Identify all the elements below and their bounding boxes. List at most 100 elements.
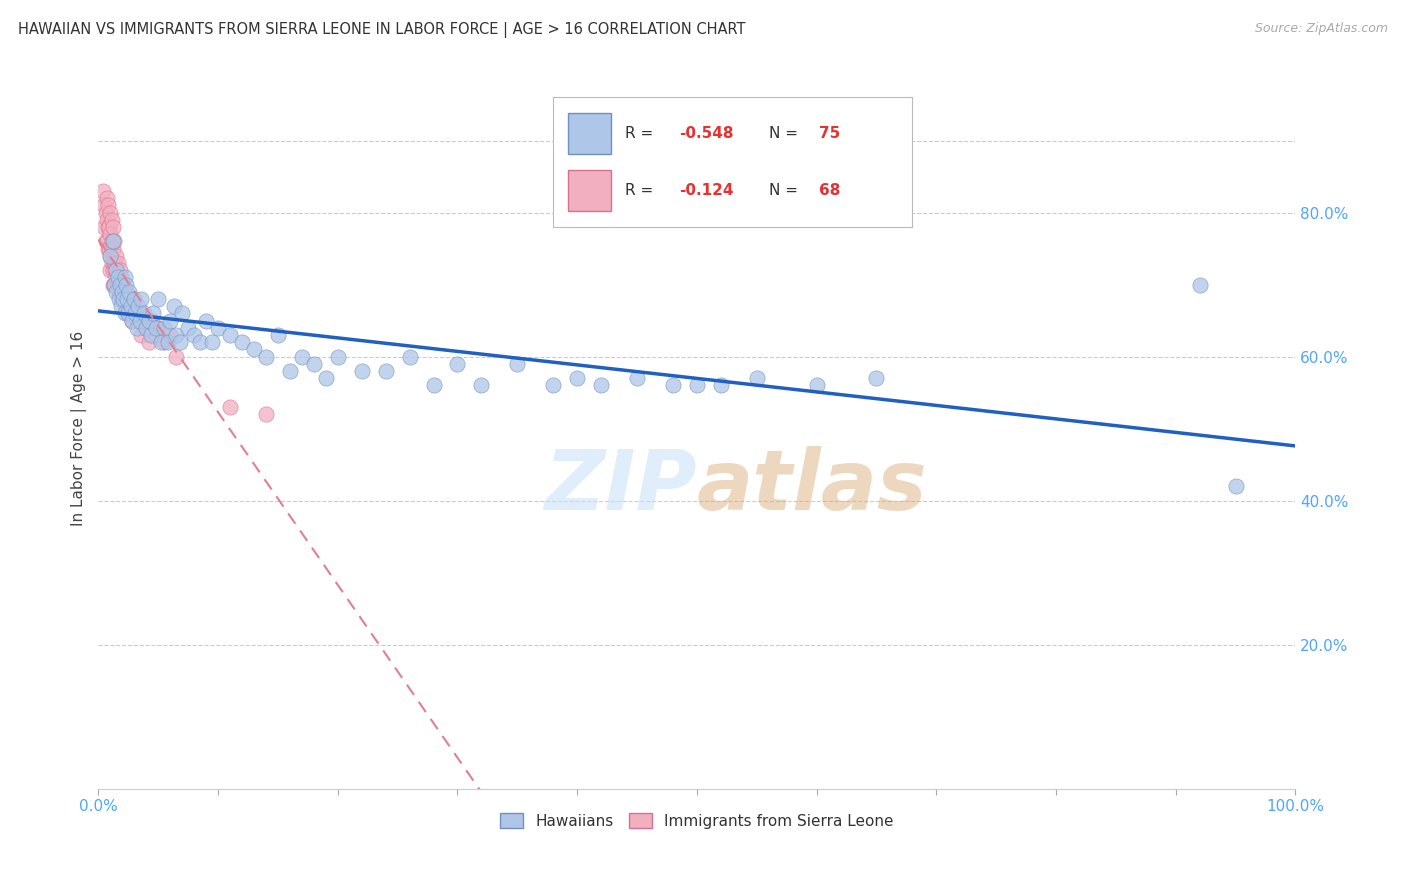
Point <box>98 263 121 277</box>
Text: atlas: atlas <box>697 446 928 526</box>
Point <box>207 320 229 334</box>
Point <box>111 285 134 299</box>
Point <box>662 378 685 392</box>
Point <box>219 327 242 342</box>
Point <box>104 277 127 292</box>
Point <box>101 263 124 277</box>
Point <box>110 270 132 285</box>
Point <box>1188 277 1211 292</box>
Point <box>120 292 142 306</box>
Point <box>138 335 160 350</box>
Point <box>114 299 136 313</box>
Point <box>105 285 128 299</box>
Point <box>131 327 153 342</box>
Point <box>107 256 129 270</box>
Point <box>96 191 118 205</box>
Point <box>159 313 181 327</box>
Point <box>108 277 131 292</box>
Point <box>112 292 135 306</box>
Point <box>165 350 187 364</box>
Point <box>97 198 120 212</box>
Point <box>446 357 468 371</box>
Point <box>591 378 613 392</box>
Point <box>129 313 152 327</box>
Point <box>103 277 125 292</box>
Point <box>135 320 157 334</box>
Point <box>267 327 290 342</box>
Point <box>141 313 163 327</box>
Point <box>100 235 122 249</box>
Point <box>101 242 124 256</box>
Point <box>145 327 167 342</box>
Legend: Hawaiians, Immigrants from Sierra Leone: Hawaiians, Immigrants from Sierra Leone <box>494 806 900 835</box>
Point <box>806 378 828 392</box>
Point <box>254 350 277 364</box>
Point <box>120 299 142 313</box>
Point <box>135 320 157 334</box>
Point <box>104 256 127 270</box>
Point <box>98 227 121 241</box>
Point <box>374 364 396 378</box>
Point <box>107 285 129 299</box>
Point <box>98 219 121 234</box>
Point <box>163 299 186 313</box>
Point <box>219 400 242 414</box>
Point <box>121 313 143 327</box>
Point <box>101 277 124 292</box>
Point <box>104 263 127 277</box>
Point <box>506 357 529 371</box>
Point <box>98 249 121 263</box>
Point <box>132 313 155 327</box>
Point <box>169 335 191 350</box>
Point <box>278 364 301 378</box>
Point <box>142 306 165 320</box>
Text: Source: ZipAtlas.com: Source: ZipAtlas.com <box>1254 22 1388 36</box>
Point <box>93 198 115 212</box>
Point <box>745 371 768 385</box>
Point <box>110 299 132 313</box>
Point <box>115 277 138 292</box>
Point <box>165 327 187 342</box>
Point <box>100 256 122 270</box>
Point <box>101 235 124 249</box>
Point <box>153 335 176 350</box>
Point <box>108 277 131 292</box>
Point <box>114 270 136 285</box>
Point <box>107 292 129 306</box>
Point <box>201 335 224 350</box>
Point <box>114 306 136 320</box>
Point <box>105 270 128 285</box>
Point <box>128 306 150 320</box>
Point <box>127 299 149 313</box>
Point <box>686 378 709 392</box>
Y-axis label: In Labor Force | Age > 16: In Labor Force | Age > 16 <box>72 331 87 526</box>
Text: HAWAIIAN VS IMMIGRANTS FROM SIERRA LEONE IN LABOR FORCE | AGE > 16 CORRELATION C: HAWAIIAN VS IMMIGRANTS FROM SIERRA LEONE… <box>18 22 745 38</box>
Point <box>865 371 887 385</box>
Point <box>100 212 122 227</box>
Point <box>156 335 179 350</box>
Point <box>91 184 114 198</box>
Point <box>98 205 121 219</box>
Point <box>183 327 205 342</box>
Point <box>159 327 181 342</box>
Point <box>302 357 325 371</box>
Point <box>103 256 125 270</box>
Point <box>139 327 162 342</box>
Point <box>98 249 121 263</box>
Point <box>145 320 167 334</box>
Point <box>115 292 138 306</box>
Point <box>172 306 194 320</box>
Point <box>541 378 564 392</box>
Point <box>422 378 444 392</box>
Point <box>326 350 349 364</box>
Point <box>121 313 143 327</box>
Point <box>124 306 146 320</box>
Point <box>105 249 128 263</box>
Point <box>195 313 218 327</box>
Point <box>243 343 266 357</box>
Point <box>115 306 138 320</box>
Point <box>97 242 120 256</box>
Point <box>470 378 492 392</box>
Point <box>148 320 170 334</box>
Point <box>118 285 141 299</box>
